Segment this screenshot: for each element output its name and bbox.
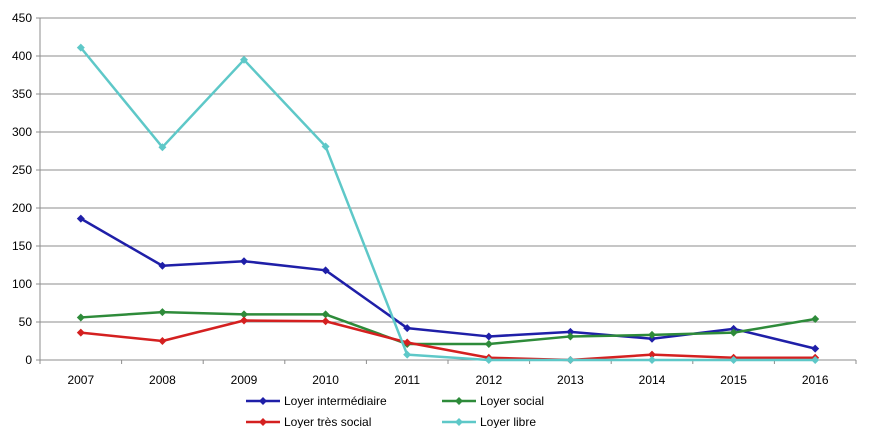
y-axis: 0 50 100 150 200 250 300 350 400 450 <box>12 11 41 367</box>
legend-marker <box>259 397 267 405</box>
data-point <box>648 356 656 364</box>
x-tick-label: 2015 <box>720 373 747 387</box>
y-tick-label: 150 <box>12 239 32 253</box>
legend-label: Loyer très social <box>284 415 371 428</box>
y-tick-label: 100 <box>12 277 32 291</box>
data-point <box>321 317 330 326</box>
x-tick-label: 2007 <box>67 373 94 387</box>
data-point <box>321 310 330 319</box>
data-point <box>648 350 656 359</box>
data-point <box>76 328 85 337</box>
data-point <box>240 257 248 266</box>
x-tick-label: 2013 <box>557 373 584 387</box>
data-point <box>403 350 412 359</box>
x-tick-label: 2016 <box>802 373 829 387</box>
data-point <box>484 356 493 364</box>
gridlines <box>40 17 856 323</box>
data-point <box>484 340 493 349</box>
series-line <box>79 46 816 362</box>
data-point <box>403 324 412 333</box>
data-point <box>158 308 167 317</box>
data-point <box>240 310 248 319</box>
series-line <box>80 319 816 362</box>
data-point <box>321 266 330 275</box>
x-tick-label: 2011 <box>394 373 420 387</box>
y-tick-label: 50 <box>19 315 33 329</box>
x-tick-label: 2009 <box>231 373 258 387</box>
series-lines <box>76 43 820 364</box>
data-point <box>566 327 575 336</box>
data-point <box>811 356 820 364</box>
data-point <box>484 332 493 341</box>
x-tick-label: 2014 <box>639 373 666 387</box>
y-tick-label: 400 <box>12 49 32 63</box>
x-tick-label: 2010 <box>312 373 339 387</box>
data-point <box>648 330 656 339</box>
x-axis: 2007 2008 2009 2010 2011 2012 2013 2014 2015 2016 <box>39 359 857 387</box>
data-point <box>158 337 167 345</box>
legend-label: Loyer intermédiaire <box>284 394 387 408</box>
data-point <box>158 143 167 152</box>
data-point <box>566 332 575 341</box>
legend-marker <box>455 397 463 405</box>
y-tick-label: 450 <box>12 11 32 25</box>
data-point <box>729 356 738 364</box>
data-point <box>729 328 738 337</box>
data-point <box>240 316 248 325</box>
legend: Loyer intermédiaire Loyer social Loyer trè… <box>246 394 544 428</box>
legend-label: Loyer social <box>480 394 544 408</box>
x-tick-label: 2008 <box>149 373 176 387</box>
data-point <box>811 344 820 353</box>
data-point <box>321 142 330 151</box>
y-tick-label: 300 <box>12 125 32 139</box>
data-point <box>403 338 412 347</box>
data-point <box>76 43 85 52</box>
data-point <box>811 314 820 323</box>
y-tick-label: 350 <box>12 87 32 101</box>
y-tick-label: 0 <box>25 353 32 367</box>
data-point <box>566 356 575 364</box>
legend-marker <box>259 418 267 426</box>
y-tick-label: 200 <box>12 201 32 215</box>
legend-marker <box>455 418 463 426</box>
y-tick-label: 250 <box>12 163 32 177</box>
series-line <box>80 310 816 346</box>
data-point <box>76 313 85 322</box>
x-tick-label: 2012 <box>475 373 502 387</box>
data-point <box>240 55 248 64</box>
data-point <box>76 214 85 223</box>
legend-label: Loyer libre <box>480 415 536 428</box>
data-point <box>158 261 167 270</box>
